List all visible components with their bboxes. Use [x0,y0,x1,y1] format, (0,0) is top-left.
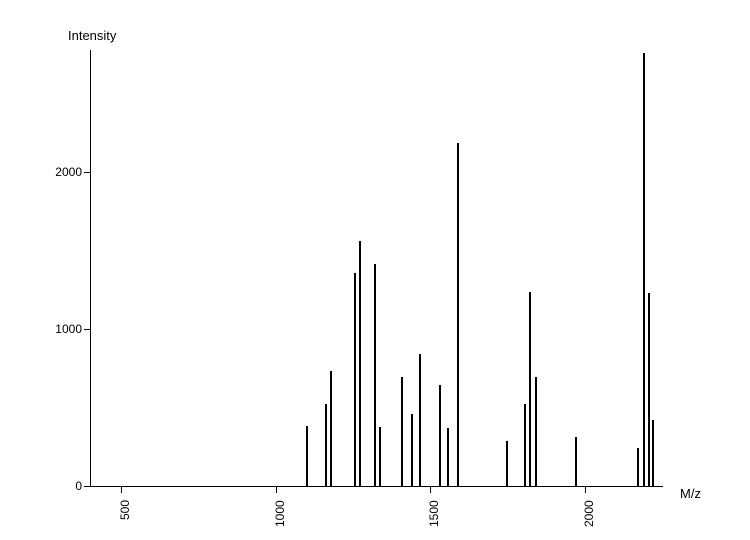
spectrum-peak [529,292,531,486]
y-tick-label: 0 [32,479,82,493]
spectrum-peak [374,264,376,486]
spectrum-peak [506,441,508,486]
plot-area [90,50,663,487]
x-tick [585,487,586,493]
x-axis-title: M/z [680,486,701,501]
spectrum-peak [447,428,449,486]
mass-spectrum-chart: Intensity M/z 0 1000 2000 500 1000 1500 2000 [0,0,750,540]
spectrum-peak [411,414,413,486]
spectrum-peak [325,404,327,486]
spectrum-peak [524,404,526,486]
spectrum-peak [648,293,650,486]
y-axis-title: Intensity [68,28,116,43]
spectrum-peak [419,354,421,486]
spectrum-peak [359,241,361,486]
spectrum-peak [652,420,654,486]
spectrum-peak [330,371,332,486]
spectrum-peak [535,377,537,486]
spectrum-peak [439,385,441,486]
x-tick [121,487,122,493]
spectrum-peak [643,53,645,486]
x-tick [430,487,431,493]
x-tick-label: 1500 [427,500,441,527]
x-tick-label: 2000 [582,500,596,527]
y-tick-label: 1000 [32,322,82,336]
x-tick-label: 1000 [273,500,287,527]
y-tick [84,486,90,487]
spectrum-peak [637,448,639,486]
y-tick [84,329,90,330]
x-tick [276,487,277,493]
y-tick [84,172,90,173]
spectrum-peak [379,427,381,486]
x-tick-label: 500 [118,500,132,520]
y-tick-label: 2000 [32,165,82,179]
spectrum-peak [457,143,459,486]
spectrum-peak [575,437,577,486]
spectrum-peak [354,273,356,486]
spectrum-peak [401,377,403,486]
spectrum-peak [306,426,308,486]
